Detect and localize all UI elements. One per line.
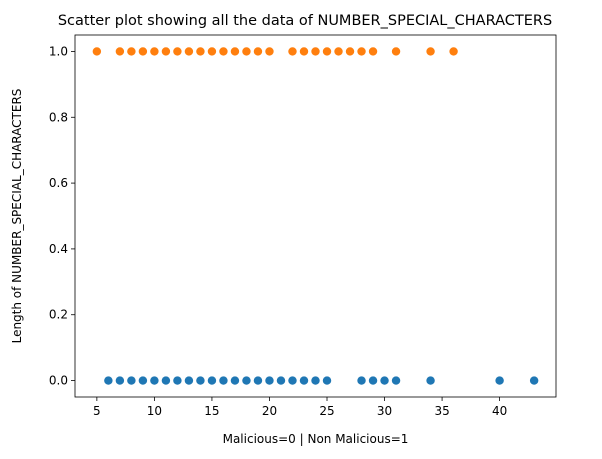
data-point — [357, 47, 366, 56]
data-point — [253, 376, 263, 385]
plot-area — [74, 34, 557, 398]
data-point — [357, 376, 366, 385]
data-point — [391, 47, 401, 56]
axis-ticks: 5 10 15 20 25 30 35 40 0.0 0.2 0.4 0.6 0.8 1.0 — [49, 44, 507, 418]
data-point — [173, 47, 182, 56]
data-point — [495, 376, 504, 385]
x-tick-label: 5 — [93, 404, 101, 418]
data-point — [127, 47, 136, 56]
data-point — [207, 47, 217, 56]
data-point — [426, 376, 435, 385]
y-tick-label: 1.0 — [49, 44, 68, 58]
data-point — [253, 47, 263, 56]
data-point — [127, 376, 136, 385]
data-point — [242, 376, 251, 385]
data-point — [230, 47, 240, 56]
data-points — [92, 47, 539, 385]
data-point — [115, 376, 125, 385]
x-axis-label: Malicious=0 | Non Malicious=1 — [223, 432, 409, 446]
data-point — [322, 47, 332, 56]
data-point — [161, 47, 171, 56]
data-point — [184, 47, 194, 56]
data-point — [299, 376, 309, 385]
data-point — [265, 47, 274, 56]
data-point — [311, 47, 320, 56]
data-point — [276, 376, 286, 385]
data-point — [311, 376, 320, 385]
data-point — [196, 376, 205, 385]
x-tick-label: 15 — [204, 404, 219, 418]
data-point — [322, 376, 332, 385]
data-point — [449, 47, 458, 56]
data-point — [380, 376, 389, 385]
data-point — [138, 376, 148, 385]
y-axis-label: Length of NUMBER_SPECIAL_CHARACTERS — [10, 89, 24, 344]
data-point — [288, 376, 297, 385]
y-tick-label: 0.2 — [49, 308, 68, 322]
data-point — [184, 376, 194, 385]
data-point — [368, 47, 378, 56]
data-point — [92, 47, 102, 56]
data-point — [334, 47, 343, 56]
y-tick-label: 0.4 — [49, 242, 68, 256]
data-point — [426, 47, 435, 56]
y-tick-label: 0.0 — [49, 374, 68, 388]
data-point — [150, 376, 159, 385]
data-point — [150, 47, 159, 56]
data-point — [345, 47, 355, 56]
x-tick-label: 20 — [262, 404, 277, 418]
data-point — [173, 376, 182, 385]
data-point — [161, 376, 171, 385]
chart-title: Scatter plot showing all the data of NUM… — [58, 13, 552, 29]
y-tick-label: 0.6 — [49, 176, 68, 190]
x-tick-label: 30 — [377, 404, 392, 418]
y-tick-label: 0.8 — [49, 110, 68, 124]
data-point — [219, 47, 228, 56]
data-point — [115, 47, 125, 56]
data-point — [219, 376, 228, 385]
data-point — [299, 47, 309, 56]
data-point — [230, 376, 240, 385]
data-point — [529, 376, 539, 385]
data-point — [104, 376, 113, 385]
data-point — [242, 47, 251, 56]
data-point — [265, 376, 274, 385]
data-point — [138, 47, 148, 56]
data-point — [207, 376, 217, 385]
data-point — [196, 47, 205, 56]
x-tick-label: 35 — [434, 404, 449, 418]
x-tick-label: 10 — [147, 404, 162, 418]
x-tick-label: 25 — [319, 404, 334, 418]
data-point — [368, 376, 378, 385]
data-point — [288, 47, 297, 56]
data-point — [391, 376, 401, 385]
x-tick-label: 40 — [492, 404, 507, 418]
